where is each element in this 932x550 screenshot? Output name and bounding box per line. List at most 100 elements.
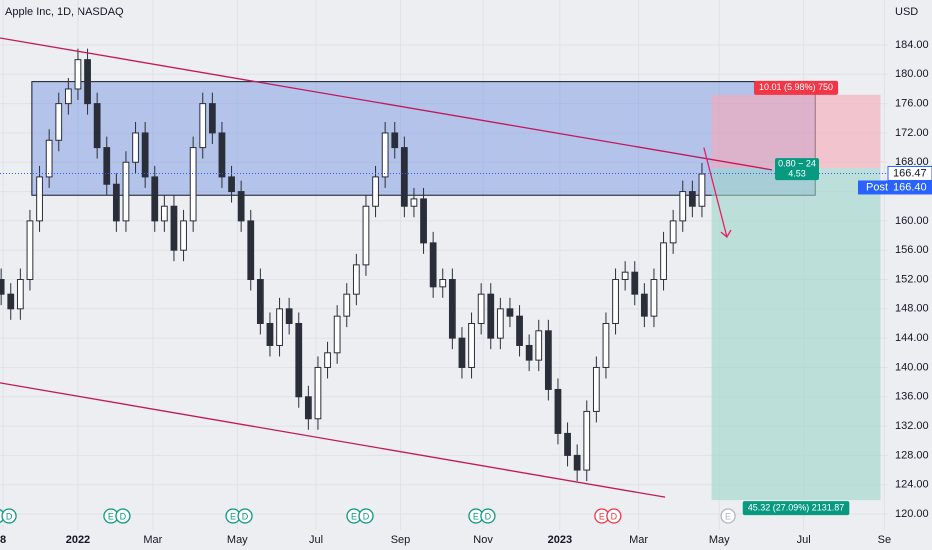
candle-body: [266, 322, 274, 346]
candle-body: [16, 279, 24, 310]
candle-body: [650, 279, 658, 317]
ratio-label: 0.80 ~ 24: [778, 158, 816, 168]
post-name: Post: [866, 181, 888, 193]
x-tick-label: Mar: [143, 534, 162, 546]
candle-body: [535, 330, 543, 361]
candle-body: [141, 132, 149, 178]
candle-body: [26, 220, 34, 281]
candle-body: [36, 176, 43, 222]
candle-body: [314, 366, 322, 420]
candle-body: [103, 147, 111, 185]
candle-body: [170, 205, 178, 251]
candle-body: [45, 139, 53, 178]
trendline: [0, 37, 773, 171]
zone: [31, 81, 816, 196]
candle-body: [295, 322, 303, 398]
y-tick-label: 136.00: [895, 391, 929, 403]
target-label-box: [742, 501, 850, 516]
y-tick-label: 128.00: [895, 449, 929, 461]
x-tick-label: May: [709, 534, 730, 546]
y-tick-label: 176.00: [895, 98, 929, 110]
candle-body: [237, 191, 245, 222]
y-tick-label: 168.00: [895, 156, 929, 168]
candle-body: [410, 198, 418, 207]
event-label: D: [6, 511, 13, 521]
event-label: D: [485, 511, 492, 521]
trendline: [0, 382, 666, 498]
x-tick-label: Jul: [797, 534, 811, 546]
arrow-head: [720, 229, 732, 239]
candle-body: [698, 173, 706, 207]
candle-body: [477, 293, 485, 324]
candle-body: [679, 191, 687, 222]
candle-body: [429, 242, 437, 288]
candle-body: [439, 279, 447, 288]
candle-body: [688, 191, 696, 207]
candle-body: [448, 279, 456, 339]
candle-body: [304, 396, 312, 420]
candle-body: [55, 103, 63, 141]
stop-area: [711, 94, 881, 169]
y-tick-label: 172.00: [895, 127, 929, 139]
event-marker: [358, 508, 374, 524]
candle-body: [496, 308, 504, 339]
event-marker: [1, 508, 17, 524]
candle-body: [199, 103, 207, 149]
ratio-box: [775, 158, 819, 181]
x-tick-label: 2022: [66, 534, 90, 546]
candle-body: [362, 205, 370, 266]
y-tick-label: 144.00: [895, 332, 929, 344]
price-axis: [888, 0, 932, 550]
candle-body: [247, 220, 255, 281]
candle-body: [381, 132, 389, 178]
chart-title: Apple Inc, 1D, NASDAQ: [5, 6, 124, 18]
candle-body: [285, 308, 293, 324]
candle-body: [400, 147, 408, 207]
x-tick-label: Se: [878, 534, 891, 546]
candle-body: [84, 59, 91, 105]
candle-body: [525, 344, 533, 361]
candle-body: [324, 352, 331, 368]
stop-label: 10.01 (5.98%) 750: [754, 80, 839, 95]
candle-body: [352, 264, 360, 295]
candle-body: [0, 279, 5, 295]
candle-body: [256, 279, 264, 324]
y-tick-label: 140.00: [895, 361, 929, 373]
candle-body: [208, 103, 216, 134]
target-label-text: 45.32 (27.09%) 2131.87: [748, 502, 845, 512]
target-label: 45.32 (27.09%) 2131.87: [742, 501, 850, 516]
y-tick-label: 124.00: [895, 479, 929, 491]
event-label: D: [363, 511, 370, 521]
candle-body: [122, 161, 130, 222]
candle-body: [343, 293, 351, 317]
x-tick-label: 8: [0, 534, 6, 546]
x-tick-label: Mar: [629, 534, 648, 546]
event-label: E: [230, 511, 236, 521]
x-tick-label: 2023: [548, 534, 572, 546]
candle-body: [554, 388, 562, 434]
event-label: E: [473, 511, 479, 521]
x-tick-label: Nov: [473, 534, 493, 546]
candle-body: [189, 147, 197, 222]
currency: USD: [895, 6, 918, 18]
candle-body: [218, 132, 226, 178]
event-label: D: [120, 511, 127, 521]
event-marker: [480, 508, 496, 524]
y-tick-label: 148.00: [895, 303, 929, 315]
candle-body: [660, 242, 667, 281]
candle-body: [468, 322, 475, 368]
candle-body: [621, 271, 629, 281]
candle-body: [93, 103, 101, 149]
candle-body: [74, 59, 82, 90]
y-tick-label: 156.00: [895, 244, 929, 256]
event-label: E: [351, 511, 357, 521]
candle-body: [64, 88, 72, 105]
x-tick-label: Sep: [391, 534, 411, 546]
event-label: E: [599, 511, 605, 521]
size-label: 4.53: [788, 168, 806, 178]
event-label: D: [611, 511, 618, 521]
target-area: [711, 168, 881, 501]
x-tick-label: May: [227, 534, 248, 546]
candle-body: [112, 183, 120, 222]
